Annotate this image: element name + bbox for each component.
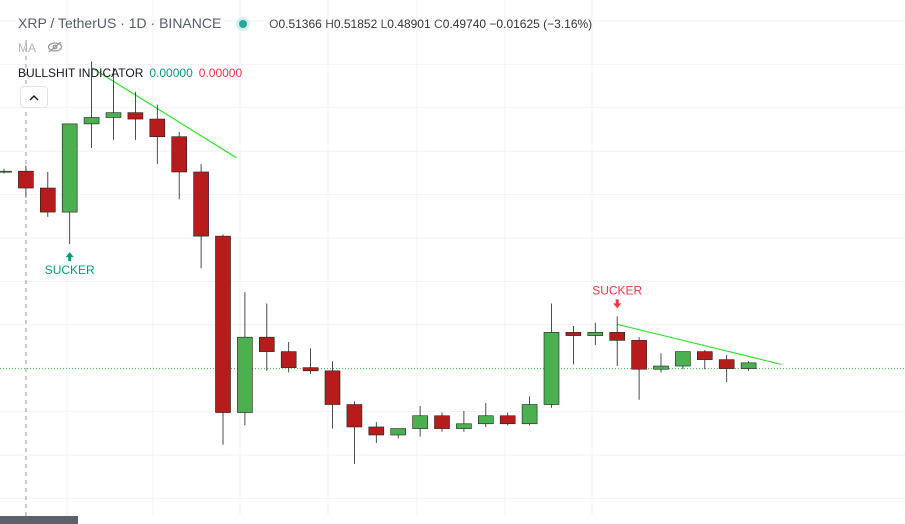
- candle-down: [499, 415, 516, 425]
- candle-up: [477, 415, 494, 425]
- high-label: H: [325, 17, 334, 31]
- collapse-legend-button[interactable]: [20, 86, 48, 108]
- candle-up: [521, 404, 538, 425]
- market-status-icon: [239, 19, 248, 28]
- candle-down: [258, 336, 275, 352]
- candle-down: [346, 404, 363, 428]
- high-value: 0.51852: [333, 17, 378, 31]
- candle-up: [412, 415, 428, 429]
- ma-legend[interactable]: MA: [18, 41, 63, 56]
- candle-up: [237, 336, 253, 413]
- candle-down: [18, 170, 34, 189]
- open-label: O: [269, 17, 279, 31]
- candle-up: [61, 123, 78, 213]
- candle-down: [39, 187, 56, 213]
- candle-down: [696, 351, 713, 360]
- time-scale-handle[interactable]: [0, 516, 78, 524]
- trendline: [91, 67, 237, 159]
- candle-down: [171, 136, 187, 173]
- close-value: 0.49740: [442, 17, 487, 31]
- bullshit-indicator-legend[interactable]: BULLSHIT INDICATOR 0.00000 0.00000: [18, 66, 242, 80]
- ma-label[interactable]: MA: [18, 41, 36, 55]
- bullshit-value-1: 0.00000: [149, 66, 193, 80]
- trendline: [617, 323, 782, 366]
- arrow-down-icon: [613, 299, 622, 309]
- ohlc-values: O0.51366 H0.51852 L0.48901 C0.49740 −0.0…: [269, 17, 592, 31]
- sucker-up-label: SUCKER: [45, 263, 95, 277]
- signal-markers: [65, 252, 622, 309]
- candle-down: [718, 359, 735, 369]
- candle-down: [631, 340, 647, 370]
- symbol-title[interactable]: XRP / TetherUS · 1D · BINANCE: [18, 15, 222, 31]
- change-value: −0.01625 (−3.16%): [489, 17, 593, 31]
- candle-down: [609, 332, 626, 341]
- candle-up: [456, 423, 472, 429]
- sucker-down-label: SUCKER: [592, 283, 642, 297]
- candle-down: [434, 415, 450, 429]
- candle-down: [302, 367, 319, 372]
- bullshit-value-2: 0.00000: [198, 66, 243, 80]
- candle-down: [565, 332, 582, 336]
- candle-down: [193, 171, 209, 237]
- candles: [0, 61, 757, 464]
- eye-off-icon[interactable]: [47, 41, 63, 56]
- low-label: L: [380, 17, 388, 31]
- candle-up: [653, 365, 669, 370]
- candle-down: [280, 351, 297, 368]
- candle-down: [149, 118, 166, 138]
- open-value: 0.51366: [278, 17, 322, 31]
- bullshit-indicator-label[interactable]: BULLSHIT INDICATOR: [18, 66, 144, 80]
- candle-down: [368, 426, 385, 436]
- candle-down: [324, 370, 341, 405]
- candle-up: [390, 428, 407, 436]
- candle-up: [587, 332, 604, 336]
- candle-up: [0, 170, 12, 173]
- arrow-up-icon: [65, 252, 74, 262]
- candle-up: [740, 362, 757, 369]
- trendlines: [91, 67, 782, 366]
- candle-down: [215, 235, 231, 413]
- low-value: 0.48901: [387, 17, 431, 31]
- candle-up: [543, 332, 560, 405]
- chevron-up-icon: [29, 88, 39, 106]
- candle-up: [105, 112, 122, 118]
- symbol-legend: XRP / TetherUS · 1D · BINANCE O0.51366 H…: [18, 15, 592, 31]
- candle-up: [675, 351, 691, 367]
- candle-down: [127, 112, 144, 120]
- close-label: C: [434, 17, 443, 31]
- candle-up: [83, 117, 100, 125]
